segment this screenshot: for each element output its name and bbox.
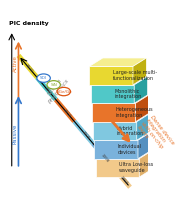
Polygon shape: [94, 140, 138, 159]
Text: PIC density: PIC density: [9, 21, 49, 26]
Text: Large-scale multi-
functionalization: Large-scale multi- functionalization: [113, 70, 157, 81]
Polygon shape: [96, 159, 139, 177]
Polygon shape: [93, 122, 137, 140]
Text: 1992: 1992: [118, 175, 128, 186]
Polygon shape: [89, 66, 133, 85]
Text: Active: Active: [13, 55, 18, 72]
Text: SOI: SOI: [40, 76, 47, 80]
Text: Silicon
Photonics: Silicon Photonics: [44, 74, 71, 104]
Text: Ultra Low-loss
waveguide: Ultra Low-loss waveguide: [119, 163, 153, 173]
Text: Monolithic
integration: Monolithic integration: [114, 89, 141, 99]
Polygon shape: [92, 95, 149, 103]
Text: Individual
devices: Individual devices: [118, 144, 142, 155]
Polygon shape: [137, 113, 150, 140]
Text: 2020: 2020: [24, 63, 33, 74]
Polygon shape: [92, 103, 136, 122]
Polygon shape: [138, 132, 151, 159]
Text: SiGe/Ge: SiGe/Ge: [55, 90, 72, 94]
Text: 2010: 2010: [62, 108, 71, 119]
Polygon shape: [94, 132, 151, 140]
Polygon shape: [134, 76, 148, 103]
Text: Heterogeneous
integration: Heterogeneous integration: [115, 107, 153, 118]
Polygon shape: [139, 150, 153, 177]
Ellipse shape: [37, 74, 50, 82]
Polygon shape: [89, 58, 146, 66]
Text: Dense device
integration
with on-chip
lasers: Dense device integration with on-chip la…: [136, 114, 175, 156]
Polygon shape: [133, 58, 146, 85]
Polygon shape: [136, 95, 149, 122]
Text: 2015: 2015: [43, 86, 52, 96]
Ellipse shape: [47, 81, 60, 89]
Text: 2005: 2005: [80, 130, 90, 141]
Text: 1998: 1998: [99, 153, 109, 163]
Ellipse shape: [57, 87, 70, 96]
Text: Hybrid
integration: Hybrid integration: [117, 126, 144, 136]
Polygon shape: [91, 76, 148, 85]
Text: SiN: SiN: [50, 83, 57, 87]
Text: Passive: Passive: [13, 123, 18, 144]
Polygon shape: [91, 85, 134, 103]
Polygon shape: [93, 113, 150, 122]
Polygon shape: [96, 150, 153, 159]
